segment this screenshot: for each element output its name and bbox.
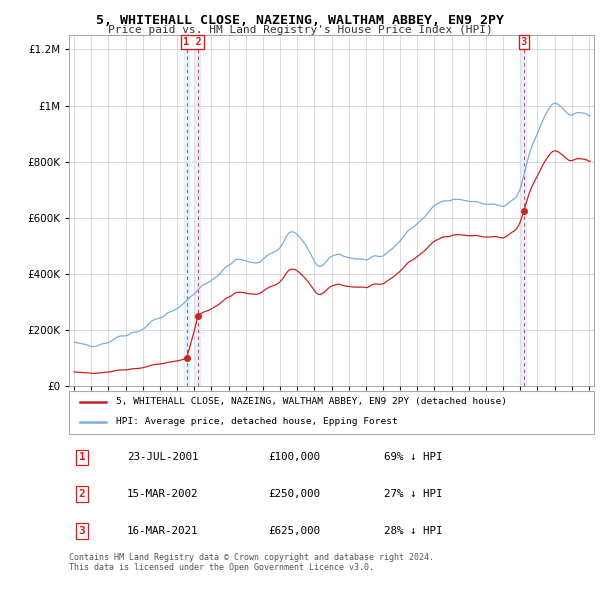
Bar [195, 35, 200, 386]
Text: 3: 3 [521, 37, 527, 47]
Text: £625,000: £625,000 [269, 526, 320, 536]
Text: 2: 2 [79, 489, 86, 499]
Text: 27% ↓ HPI: 27% ↓ HPI [384, 489, 443, 499]
Text: 15-MAR-2002: 15-MAR-2002 [127, 489, 198, 499]
Text: 69% ↓ HPI: 69% ↓ HPI [384, 453, 443, 463]
Text: 16-MAR-2021: 16-MAR-2021 [127, 526, 198, 536]
Text: £100,000: £100,000 [269, 453, 320, 463]
Bar [521, 35, 526, 386]
Text: 28% ↓ HPI: 28% ↓ HPI [384, 526, 443, 536]
Text: 1 2: 1 2 [183, 37, 202, 47]
FancyBboxPatch shape [69, 391, 594, 434]
Text: 1: 1 [79, 453, 86, 463]
Text: Contains HM Land Registry data © Crown copyright and database right 2024.
This d: Contains HM Land Registry data © Crown c… [69, 553, 434, 572]
Text: HPI: Average price, detached house, Epping Forest: HPI: Average price, detached house, Eppi… [116, 417, 398, 426]
Text: 5, WHITEHALL CLOSE, NAZEING, WALTHAM ABBEY, EN9 2PY (detached house): 5, WHITEHALL CLOSE, NAZEING, WALTHAM ABB… [116, 397, 507, 407]
Text: 3: 3 [79, 526, 86, 536]
Text: £250,000: £250,000 [269, 489, 320, 499]
Text: 23-JUL-2001: 23-JUL-2001 [127, 453, 198, 463]
Text: 5, WHITEHALL CLOSE, NAZEING, WALTHAM ABBEY, EN9 2PY: 5, WHITEHALL CLOSE, NAZEING, WALTHAM ABB… [96, 14, 504, 27]
Bar [184, 35, 189, 386]
Text: Price paid vs. HM Land Registry's House Price Index (HPI): Price paid vs. HM Land Registry's House … [107, 25, 493, 35]
